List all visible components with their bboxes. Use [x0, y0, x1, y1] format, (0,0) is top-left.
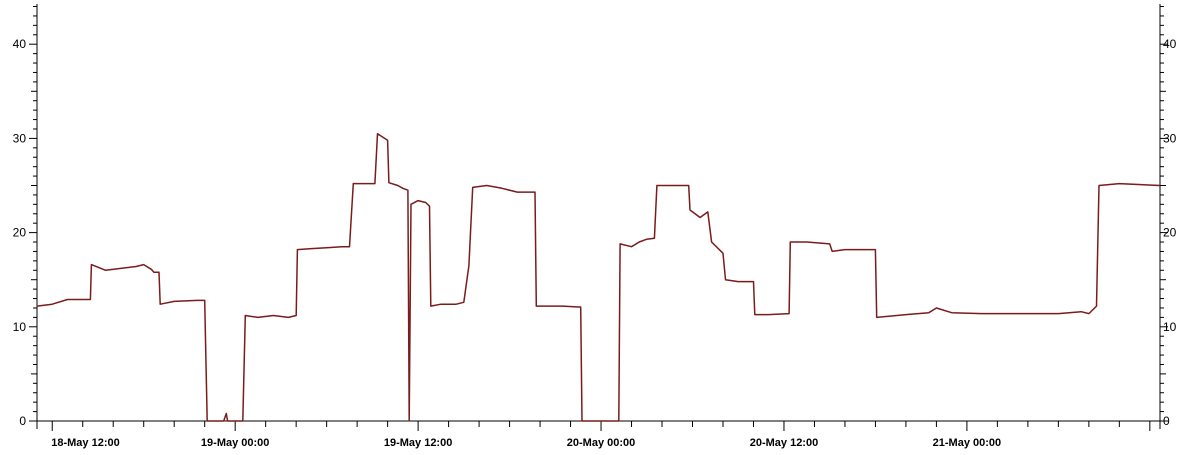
- y-axis-left: 0 10 20 30 40: [13, 4, 38, 429]
- y-tick-label-right: 0: [1163, 414, 1170, 428]
- y-tick-label-left: 0: [19, 414, 26, 428]
- plot-area: [36, 132, 1161, 422]
- x-tick-label: 18-May 12:00: [51, 437, 120, 449]
- y-tick-label-left: 30: [13, 131, 27, 145]
- y-tick-label-right: 30: [1163, 131, 1177, 145]
- x-tick-label: 20-May 12:00: [750, 437, 819, 449]
- x-tick-label: 20-May 00:00: [567, 437, 636, 449]
- y-tick-label-right: 10: [1163, 320, 1177, 334]
- x-axis: 18-May 12:00 19-May 00:00 19-May 12:00 20-M…: [37, 420, 1160, 449]
- y-tick-label-left: 40: [13, 37, 27, 51]
- x-tick-label: 21-May 00:00: [933, 437, 1002, 449]
- y-tick-label-right: 20: [1163, 226, 1177, 240]
- y-tick-label-right: 40: [1163, 37, 1177, 51]
- y-axis-right: 0 10 20 30 40: [1159, 4, 1177, 429]
- y-tick-label-left: 20: [13, 226, 27, 240]
- y-tick-label-left: 10: [13, 320, 27, 334]
- x-tick-label: 19-May 00:00: [201, 437, 270, 449]
- x-tick-label: 19-May 12:00: [384, 437, 453, 449]
- data-line-series-0: [36, 132, 1161, 422]
